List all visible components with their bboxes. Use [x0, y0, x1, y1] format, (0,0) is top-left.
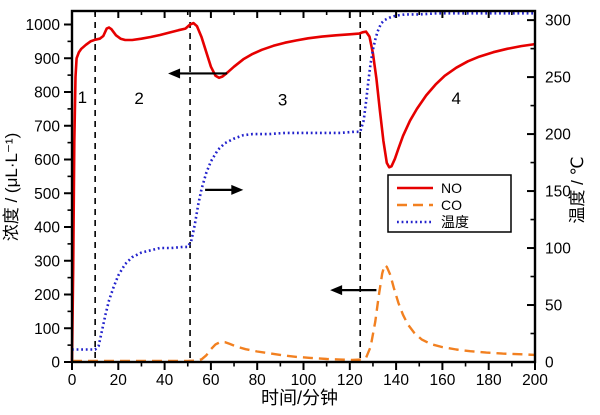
x-tick-label: 100: [291, 372, 317, 389]
co-left-axis-arrow: [330, 285, 377, 296]
legend-label-CO: CO: [441, 197, 462, 213]
y-left-tick-label: 700: [34, 118, 60, 135]
series-NO-line: [70, 21, 536, 363]
x-axis-title: 时间/分钟: [261, 388, 338, 408]
y-left-axis-title: 浓度 / (μL·L⁻¹): [2, 133, 21, 242]
x-tick-label: 140: [383, 372, 409, 389]
y-left-tick-label: 300: [34, 253, 60, 270]
y-right-tick-label: 150: [545, 184, 571, 201]
stage-label-1: 1: [78, 88, 87, 107]
temp-right-axis-arrow: [205, 184, 244, 195]
no-left-axis-arrow: [168, 68, 228, 79]
x-tick-label: 80: [249, 372, 267, 389]
stage-label-2: 2: [134, 89, 143, 108]
y-right-tick-label: 0: [545, 355, 554, 372]
series-CO-line: [72, 263, 536, 363]
x-tick-label: 120: [337, 372, 363, 389]
stage-label-3: 3: [278, 90, 287, 109]
stage-label-4: 4: [452, 89, 461, 108]
y-left-tick-label: 900: [34, 51, 60, 68]
legend-label-NO: NO: [441, 180, 462, 196]
x-tick-label: 0: [68, 372, 77, 389]
y-right-tick-label: 100: [545, 241, 571, 258]
y-right-axis-title: 温度 / ℃: [568, 156, 587, 223]
legend: [387, 174, 512, 233]
y-left-tick-label: 600: [34, 152, 60, 169]
y-right-tick-label: 50: [545, 298, 563, 315]
y-right-tick-label: 200: [545, 127, 571, 144]
x-tick-label: 160: [429, 372, 455, 389]
series-温度-line: [72, 12, 535, 351]
x-tick-label: 60: [202, 372, 220, 389]
y-right-tick-label: 300: [545, 13, 571, 30]
y-left-tick-label: 100: [34, 321, 60, 338]
plot-border: [70, 9, 537, 364]
y-right-tick-label: 250: [545, 70, 571, 87]
legend-label-温度: 温度: [441, 214, 469, 230]
legend-box: [387, 174, 512, 233]
x-tick-label: 200: [522, 372, 548, 389]
y-left-tick-label: 1000: [26, 17, 61, 34]
y-left-tick-label: 400: [34, 220, 60, 237]
y-left-tick-label: 500: [34, 186, 60, 203]
y-left-tick-label: 0: [51, 355, 60, 372]
x-tick-label: 40: [156, 372, 174, 389]
y-left-tick-label: 800: [34, 85, 60, 102]
x-tick-label: 20: [110, 372, 128, 389]
y-left-tick-label: 200: [34, 287, 60, 304]
x-tick-label: 180: [476, 372, 502, 389]
